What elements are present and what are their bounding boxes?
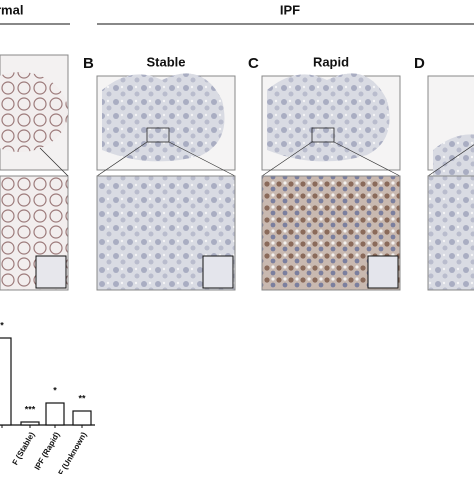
zoom-line [39,147,69,177]
group-label: rmal [0,2,23,17]
zoom-line [168,141,236,177]
bar [72,410,92,426]
significance: ** [78,393,86,403]
tissue [102,73,225,162]
zoom-line [427,144,474,177]
panels: BStableCRapidDU [83,54,474,291]
x-tick-label: F (Stable) [11,430,37,466]
tissue [0,72,68,152]
zoom-line [261,141,313,177]
significance: * [53,385,57,395]
bar [20,421,40,426]
tissue [267,73,390,162]
bar [45,402,65,426]
panel-title: Stable [146,54,185,69]
zoom-line [333,141,401,177]
zoom-line [96,141,148,177]
x-tick-label: IPF (Rapid) [33,430,62,471]
panel-letter: D [414,55,425,72]
significance: *** [25,404,36,414]
group-label: IPF [280,2,300,17]
panel-letter: B [83,55,94,72]
inset [35,255,67,289]
histology-image [427,175,474,291]
bar [0,337,12,426]
significance: * [0,320,4,330]
bar-chart: ****F (Stable)*IPF (Rapid)**IPF (Unknown… [0,320,95,479]
zoom-box [146,127,170,143]
zoom-box [311,127,335,143]
panel-letter: C [248,55,259,72]
inset [367,255,399,289]
inset [202,255,234,289]
panel-title: Rapid [313,54,349,69]
